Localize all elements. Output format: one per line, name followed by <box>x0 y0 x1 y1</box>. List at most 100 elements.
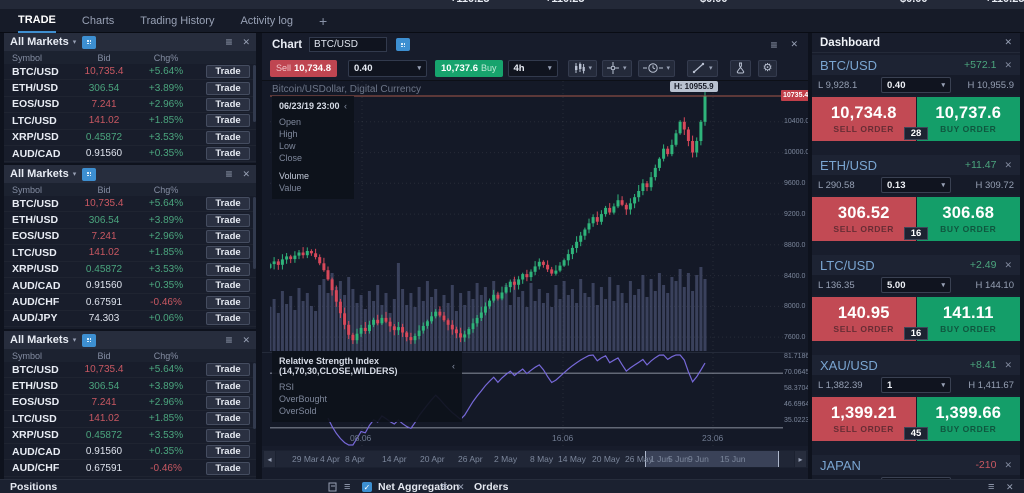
trade-button[interactable]: Trade <box>206 130 250 144</box>
positions-tab[interactable]: Positions <box>10 481 58 493</box>
scrollbar-thumb[interactable] <box>253 65 256 123</box>
market-row[interactable]: XRP/USD 0.45872 +3.53% Trade <box>4 130 256 146</box>
buy-order-button[interactable]: 141.11 BUY ORDER <box>916 297 1020 341</box>
close-icon[interactable]: ✕ <box>242 36 250 47</box>
sell-button[interactable]: Sell 10,734.8 <box>270 59 337 77</box>
net-aggregation-checkbox[interactable]: ✓ <box>362 480 372 493</box>
trade-button[interactable]: Trade <box>206 279 250 293</box>
market-row[interactable]: BTC/USD 10,735.4 +5.64% Trade <box>4 362 256 378</box>
scroll-right-arrow[interactable]: ▸ <box>795 451 806 467</box>
market-row[interactable]: AUD/CAD 0.91560 +0.35% Trade <box>4 444 256 460</box>
tab-activity-log[interactable]: Activity log <box>240 14 294 27</box>
list-view-icon[interactable]: ≡ <box>344 481 351 493</box>
market-row[interactable]: BTC/USD 10,735.4 +5.64% Trade <box>4 64 256 80</box>
trade-button[interactable]: Trade <box>206 461 250 475</box>
market-row[interactable]: BTC/USD 10,735.4 +5.64% Trade <box>4 196 256 212</box>
trade-button[interactable]: Trade <box>206 213 250 227</box>
tab-trade[interactable]: TRADE <box>18 9 56 33</box>
instrument-input[interactable] <box>309 37 388 52</box>
trade-button[interactable]: Trade <box>206 363 250 377</box>
export-icon[interactable] <box>328 480 337 493</box>
instrument-picker-button[interactable] <box>82 333 97 347</box>
card-amount-select[interactable]: 5.00 ▾ <box>881 277 951 293</box>
trade-button[interactable]: Trade <box>206 311 250 325</box>
market-row[interactable]: AUD/CHF 0.67591 -0.46% Trade <box>4 460 256 476</box>
market-row[interactable]: XRP/USD 0.45872 +3.53% Trade <box>4 262 256 278</box>
close-icon[interactable]: ✕ <box>1004 259 1012 270</box>
navigator-selected-window[interactable] <box>645 451 779 467</box>
tab-charts[interactable]: Charts <box>81 14 115 27</box>
market-row[interactable]: LTC/USD 141.02 +1.85% Trade <box>4 113 256 129</box>
trade-button[interactable]: Trade <box>206 428 250 442</box>
trade-button[interactable]: Trade <box>206 445 250 459</box>
close-icon[interactable]: ✕ <box>790 39 798 49</box>
close-icon[interactable]: ✕ <box>1004 159 1012 170</box>
settings-gear-button[interactable]: ⚙ <box>757 59 778 77</box>
menu-icon[interactable]: ≡ <box>225 167 233 181</box>
market-row[interactable]: AUD/CHF 0.67591 -0.46% Trade <box>4 294 256 310</box>
tab-trading-history[interactable]: Trading History <box>140 14 215 27</box>
market-row[interactable]: EOS/USD 7.241 +2.96% Trade <box>4 229 256 245</box>
instrument-picker-button[interactable] <box>82 167 97 181</box>
trade-button[interactable]: Trade <box>206 412 250 426</box>
card-amount-select[interactable]: ▾ <box>881 477 951 479</box>
market-row[interactable]: ETH/USD 306.54 +3.89% Trade <box>4 378 256 394</box>
trade-button[interactable]: Trade <box>206 197 250 211</box>
collapse-chevron-icon[interactable]: ‹ <box>344 101 347 111</box>
trade-button[interactable]: Trade <box>206 147 250 161</box>
buy-button[interactable]: 10,737.6 Buy <box>435 59 503 77</box>
trade-button[interactable]: Trade <box>206 395 250 409</box>
chevron-down-icon[interactable]: ▾ <box>72 337 77 344</box>
scroll-left-arrow[interactable]: ◂ <box>264 451 275 467</box>
add-tab-button[interactable]: + <box>319 12 328 29</box>
draw-line-button[interactable]: ▾ <box>687 59 718 77</box>
navigator-strip[interactable]: 29 Mar 4 Apr 8 Apr 14 Apr 20 Apr 26 Apr 2 May 8… <box>276 451 794 467</box>
sell-order-button[interactable]: 1,399.21 SELL ORDER <box>812 397 916 441</box>
close-icon[interactable]: ✕ <box>242 334 250 345</box>
trade-button[interactable]: Trade <box>206 246 250 260</box>
menu-icon[interactable]: ≡ <box>441 481 448 493</box>
crosshair-button[interactable]: ▾ <box>602 59 632 77</box>
card-amount-select[interactable]: 1 ▾ <box>881 377 951 393</box>
chevron-down-icon[interactable]: ▾ <box>72 39 77 46</box>
buy-order-button[interactable]: 306.68 BUY ORDER <box>916 197 1020 241</box>
menu-icon[interactable]: ≡ <box>225 35 233 49</box>
chevron-down-icon[interactable]: ▾ <box>72 171 77 178</box>
market-row[interactable]: ETH/USD 306.54 +3.89% Trade <box>4 80 256 96</box>
menu-icon[interactable]: ≡ <box>988 481 995 493</box>
close-icon[interactable]: ✕ <box>242 168 250 179</box>
scrollbar-thumb[interactable] <box>253 197 256 270</box>
timeframe-select[interactable]: 4h ▾ <box>507 59 558 77</box>
amount-select[interactable]: 0.40 ▾ <box>348 59 427 77</box>
trade-button[interactable]: Trade <box>206 229 250 243</box>
card-amount-select[interactable]: 0.13 ▾ <box>881 177 951 193</box>
market-row[interactable]: EOS/USD 7.241 +2.96% Trade <box>4 97 256 113</box>
market-row[interactable]: LTC/USD 141.02 +1.85% Trade <box>4 245 256 261</box>
sell-order-button[interactable]: 306.52 SELL ORDER <box>812 197 916 241</box>
close-icon[interactable]: ✕ <box>1004 37 1012 47</box>
close-icon[interactable]: ✕ <box>1006 481 1014 492</box>
buy-order-button[interactable]: 10,737.6 BUY ORDER <box>916 97 1020 141</box>
close-icon[interactable]: ✕ <box>1004 359 1012 370</box>
market-row[interactable]: AUD/CAD 0.91560 +0.35% Trade <box>4 146 256 162</box>
sell-order-button[interactable]: 140.95 SELL ORDER <box>812 297 916 341</box>
menu-icon[interactable]: ≡ <box>770 37 778 52</box>
close-icon[interactable]: ✕ <box>457 481 465 492</box>
price-chart-svg[interactable] <box>270 81 783 353</box>
market-row[interactable]: ETH/USD 306.54 +3.89% Trade <box>4 212 256 228</box>
trade-button[interactable]: Trade <box>206 262 250 276</box>
chart-type-button[interactable]: ▾ <box>567 59 598 77</box>
market-row[interactable]: AUD/CAD 0.91560 +0.35% Trade <box>4 278 256 294</box>
close-icon[interactable]: ✕ <box>1004 459 1012 470</box>
trade-button[interactable]: Trade <box>206 379 250 393</box>
instrument-picker-button[interactable] <box>396 38 411 51</box>
collapse-chevron-icon[interactable]: ‹ <box>452 361 455 371</box>
sell-order-button[interactable]: 10,734.8 SELL ORDER <box>812 97 916 141</box>
market-row[interactable]: XRP/USD 0.45872 +3.53% Trade <box>4 428 256 444</box>
market-row[interactable]: LTC/USD 141.02 +1.85% Trade <box>4 411 256 427</box>
buy-order-button[interactable]: 1,399.66 BUY ORDER <box>916 397 1020 441</box>
trade-button[interactable]: Trade <box>206 81 250 95</box>
trade-button[interactable]: Trade <box>206 114 250 128</box>
market-row[interactable]: EOS/USD 7.241 +2.96% Trade <box>4 395 256 411</box>
indicators-flask-button[interactable] <box>729 59 751 77</box>
